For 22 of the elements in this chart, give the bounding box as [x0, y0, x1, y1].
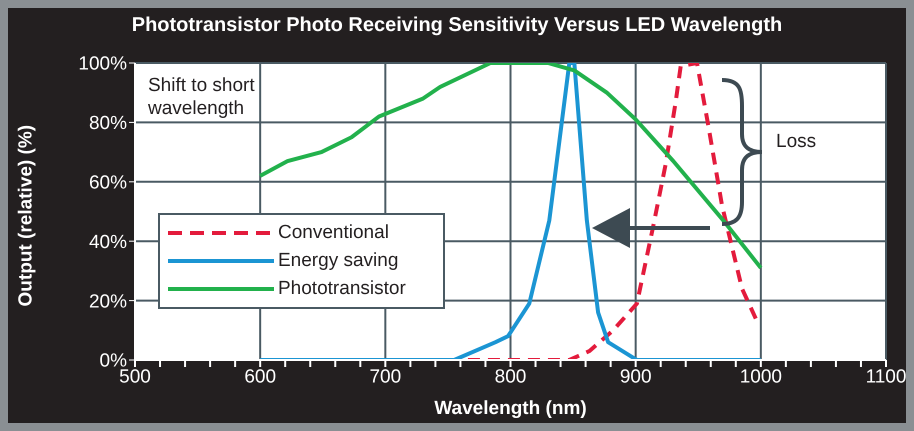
x-tick-label: 1000	[740, 366, 782, 388]
legend-label: Phototransistor	[278, 278, 406, 300]
line-series	[258, 63, 763, 270]
y-tick-label: 60%	[88, 172, 128, 194]
x-tick-label: 900	[620, 366, 652, 388]
x-tick-label: 600	[244, 366, 276, 388]
legend-label: Energy saving	[278, 250, 398, 272]
annotation: Shift to short wavelength	[148, 74, 256, 120]
y-axis-title: Output (relative) (%)	[16, 124, 37, 306]
line-series	[466, 63, 760, 360]
x-axis-title: Wavelength (nm)	[434, 398, 587, 419]
y-tick-label: 80%	[88, 113, 128, 134]
line-series	[258, 63, 763, 360]
y-tick-label: 100%	[78, 54, 128, 75]
x-tick-label: 1100	[866, 366, 906, 388]
annotation: Loss	[776, 130, 818, 153]
legend-label: Conventional	[278, 222, 389, 244]
y-tick-label: 40%	[88, 232, 128, 253]
y-tick-label: 20%	[88, 291, 128, 312]
x-tick-label: 800	[494, 366, 526, 388]
x-tick-label: 700	[369, 366, 402, 388]
chart-title: Phototransistor Photo Receiving Sensitivity Versus LED Wavelength	[130, 14, 784, 37]
